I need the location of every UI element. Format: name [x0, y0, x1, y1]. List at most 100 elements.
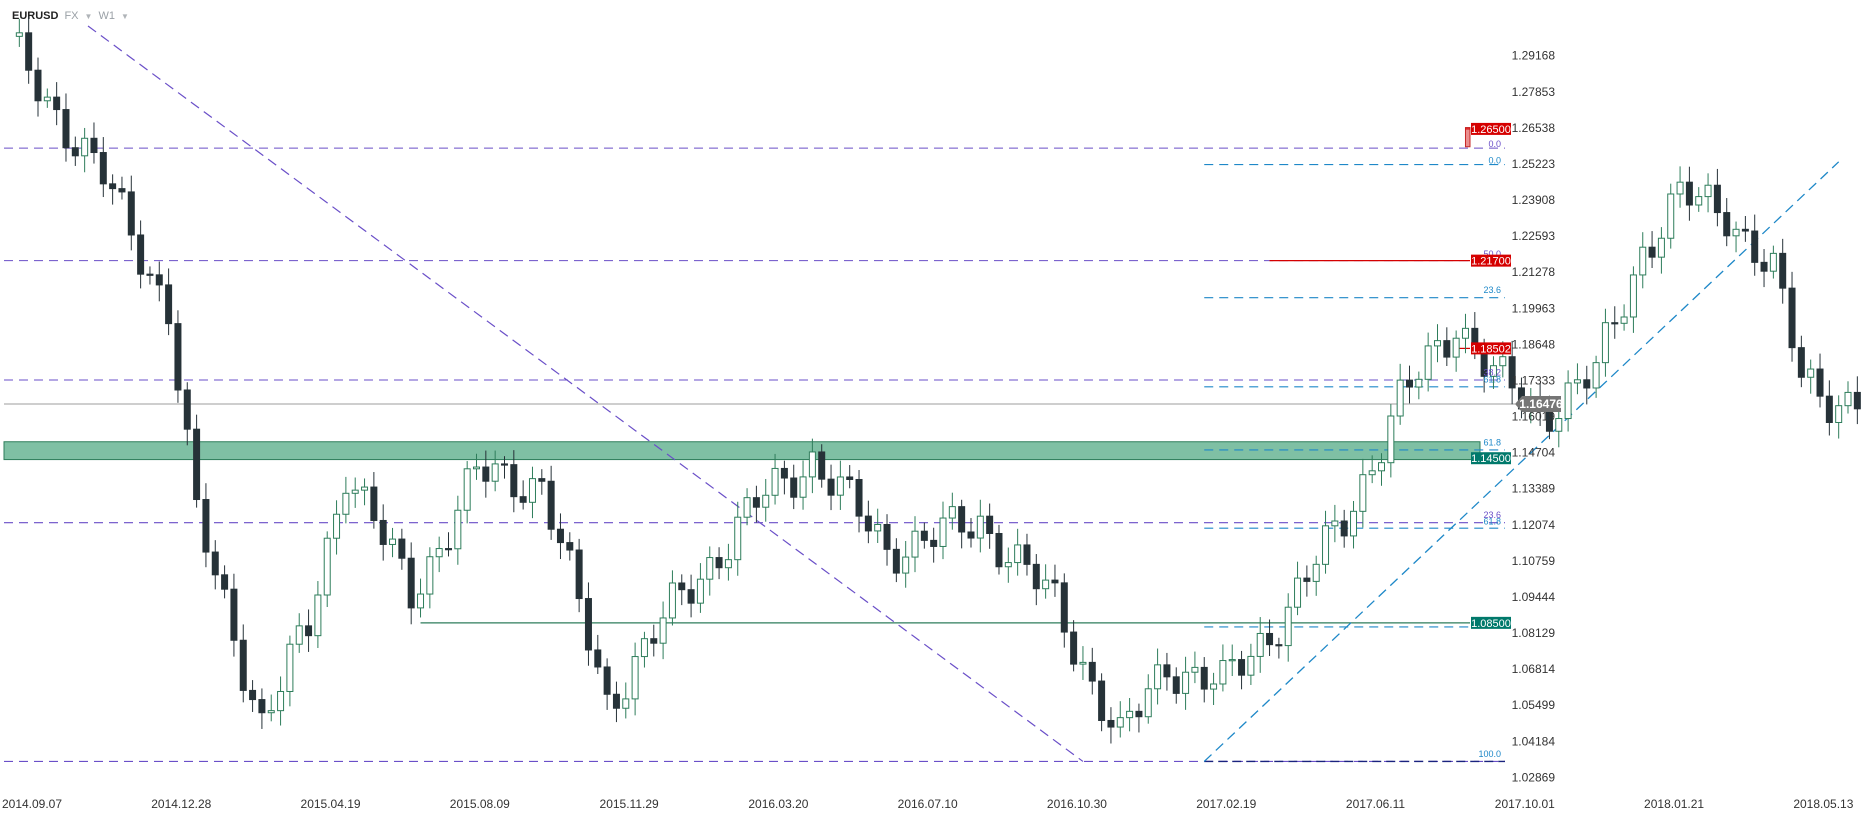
candle: [1219, 660, 1227, 685]
candle: [566, 542, 574, 551]
candle: [547, 480, 555, 530]
candle: [454, 509, 462, 550]
symbol-label[interactable]: EURUSD: [12, 10, 59, 22]
y-axis-tick-label: 1.22593: [1512, 229, 1556, 243]
candle: [668, 582, 676, 619]
candle: [1611, 322, 1619, 325]
candle: [500, 463, 508, 466]
x-axis-tick-label: 2018.05.13: [1793, 797, 1853, 811]
candle: [752, 497, 760, 508]
candle: [920, 530, 928, 541]
x-axis-tick-label: 2017.06.11: [1346, 797, 1405, 811]
candle: [258, 699, 266, 714]
x-axis-tick-label: 2014.09.07: [2, 797, 62, 811]
candle: [790, 477, 798, 498]
candle: [706, 557, 714, 580]
candle: [1844, 391, 1852, 407]
candle: [1769, 252, 1777, 272]
candle: [1508, 356, 1516, 389]
fib-level-label: 50.0: [1483, 249, 1501, 259]
candle: [556, 528, 564, 544]
candle: [202, 499, 210, 553]
level-badge: [1471, 342, 1511, 355]
candle: [146, 273, 154, 276]
candle: [1238, 659, 1246, 676]
candle: [1825, 395, 1833, 423]
timeframe-dropdown-chevron-down-icon[interactable]: ▼: [120, 11, 129, 21]
candle: [1032, 563, 1040, 590]
fib-level-label: 61.8: [1483, 375, 1501, 385]
candle: [976, 515, 984, 539]
candle: [1350, 510, 1358, 537]
candle: [1583, 379, 1591, 389]
candle: [109, 183, 117, 190]
candle: [1060, 582, 1068, 633]
candle: [650, 638, 658, 644]
timeframe-label[interactable]: W1: [98, 10, 115, 22]
candle: [249, 689, 257, 701]
candle: [137, 234, 145, 275]
candle: [1732, 228, 1740, 237]
candle: [230, 588, 238, 641]
candle: [687, 589, 695, 604]
candle: [510, 464, 518, 498]
market-dropdown-chevron-down-icon[interactable]: ▼: [84, 11, 93, 21]
candle: [1200, 666, 1208, 690]
y-axis-tick-label: 1.10759: [1512, 554, 1556, 568]
candle: [958, 506, 966, 533]
candle: [771, 467, 779, 496]
candle: [1359, 474, 1367, 512]
candle: [1107, 719, 1115, 728]
candle: [1023, 544, 1031, 565]
candle: [612, 693, 620, 709]
y-axis-tick-label: 1.06814: [1512, 662, 1556, 676]
candle: [398, 538, 406, 559]
level-badge-label: 1.14500: [1471, 453, 1511, 465]
y-axis-tick-label: 1.08129: [1512, 626, 1556, 640]
candle: [1415, 378, 1423, 388]
fib-level-label: 0.0: [1488, 156, 1501, 166]
candle: [1704, 184, 1712, 198]
candle: [1182, 671, 1190, 694]
y-axis-tick-label: 1.17333: [1512, 373, 1556, 387]
candle: [193, 428, 201, 501]
candle: [584, 598, 592, 651]
fib-level-label: 23.6: [1483, 510, 1501, 520]
candle: [389, 538, 397, 545]
candle: [1443, 340, 1451, 358]
candle: [1555, 418, 1563, 432]
candle: [883, 524, 891, 550]
y-axis-tick-label: 1.26538: [1512, 121, 1556, 135]
candle: [640, 638, 648, 658]
candle: [1601, 322, 1609, 364]
candle: [239, 639, 247, 691]
candle: [99, 152, 107, 185]
candle: [799, 476, 807, 498]
candle: [90, 137, 98, 154]
candle: [1088, 661, 1096, 682]
candle: [575, 549, 583, 600]
level-badge: [1471, 452, 1511, 465]
downtrend-line: [87, 25, 1084, 762]
candle: [715, 557, 723, 569]
candle: [1723, 212, 1731, 237]
x-axis-tick-label: 2017.02.19: [1196, 797, 1256, 811]
candle: [342, 492, 350, 515]
candle: [1135, 710, 1143, 718]
candle: [864, 515, 872, 532]
candle: [1144, 688, 1152, 718]
labels-layer: 0.00.050.023.638.261.861.823.661.8100.01…: [1471, 122, 1511, 759]
candle: [743, 497, 751, 518]
y-axis-tick-label: 1.19963: [1512, 301, 1556, 315]
drawing-lines-layer: [4, 25, 1840, 763]
candle: [1294, 577, 1302, 608]
x-axis-tick-label: 2018.01.21: [1644, 797, 1704, 811]
candle: [1797, 347, 1805, 378]
y-axis-tick-label: 1.12074: [1512, 518, 1556, 532]
candle: [1042, 579, 1050, 590]
candle: [491, 463, 499, 482]
y-axis-tick-label: 1.21278: [1512, 265, 1556, 279]
market-label[interactable]: FX: [64, 10, 79, 22]
candle: [724, 559, 732, 569]
